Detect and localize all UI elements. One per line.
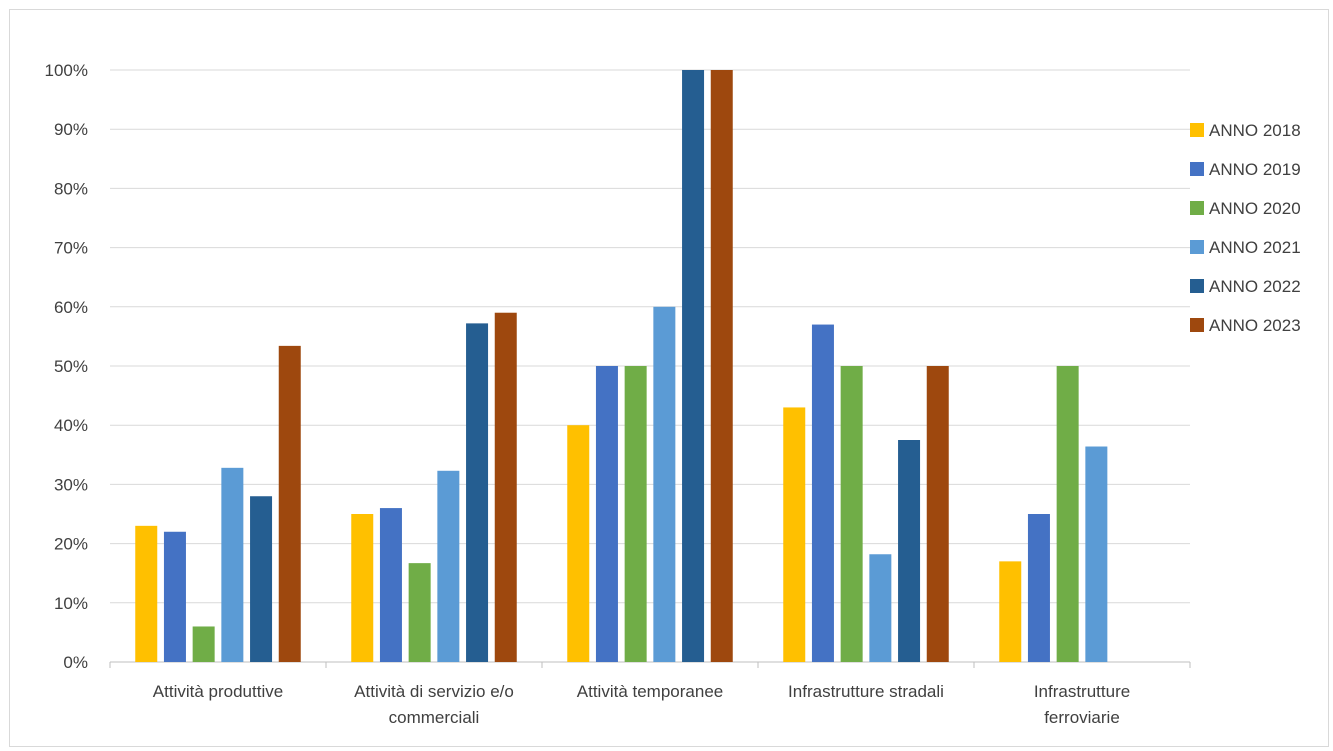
x-category-label: ferroviarie [1044, 708, 1120, 727]
legend-label: ANNO 2019 [1209, 160, 1301, 179]
x-category-label: Attività di servizio e/o [354, 682, 514, 701]
bar [351, 514, 374, 662]
bar [595, 366, 618, 662]
bar [1085, 446, 1108, 662]
bar [869, 554, 892, 662]
legend-swatch [1190, 318, 1204, 332]
x-category-label: Attività produttive [153, 682, 283, 701]
legend-swatch [1190, 201, 1204, 215]
bar [437, 470, 460, 662]
bar [840, 366, 863, 662]
bar [710, 70, 733, 662]
bar [653, 306, 676, 662]
bar [192, 626, 215, 662]
bar [408, 563, 431, 662]
bar [783, 407, 806, 662]
y-tick-label: 70% [54, 239, 88, 258]
y-tick-label: 90% [54, 120, 88, 139]
bar [926, 366, 949, 662]
legend-swatch [1190, 279, 1204, 293]
x-category-label: Attività temporanee [577, 682, 723, 701]
bar [811, 324, 834, 662]
legend-label: ANNO 2020 [1209, 199, 1301, 218]
y-tick-label: 40% [54, 416, 88, 435]
bar [250, 496, 273, 662]
y-tick-label: 100% [45, 61, 88, 80]
legend-label: ANNO 2022 [1209, 277, 1301, 296]
x-category-label: Infrastrutture [1034, 682, 1130, 701]
x-category-label: commerciali [389, 708, 480, 727]
y-tick-label: 10% [54, 594, 88, 613]
legend-label: ANNO 2021 [1209, 238, 1301, 257]
y-tick-label: 80% [54, 179, 88, 198]
bar [163, 531, 186, 662]
x-category-label: Infrastrutture stradali [788, 682, 944, 701]
bar [379, 508, 402, 662]
bar [682, 70, 705, 662]
y-tick-label: 20% [54, 535, 88, 554]
bar [221, 467, 244, 662]
bar [278, 345, 301, 662]
bar [898, 440, 921, 662]
bar [1056, 366, 1079, 662]
bar [999, 561, 1022, 662]
legend-label: ANNO 2018 [1209, 121, 1301, 140]
bar [466, 323, 489, 662]
bar [1027, 514, 1050, 662]
bar [494, 312, 517, 662]
legend-label: ANNO 2023 [1209, 316, 1301, 335]
legend-swatch [1190, 123, 1204, 137]
bar [624, 366, 647, 662]
y-tick-label: 50% [54, 357, 88, 376]
bar [567, 425, 590, 662]
bar [135, 525, 158, 662]
legend-swatch [1190, 240, 1204, 254]
y-tick-label: 60% [54, 298, 88, 317]
y-tick-label: 30% [54, 475, 88, 494]
y-tick-label: 0% [63, 653, 88, 672]
legend-swatch [1190, 162, 1204, 176]
